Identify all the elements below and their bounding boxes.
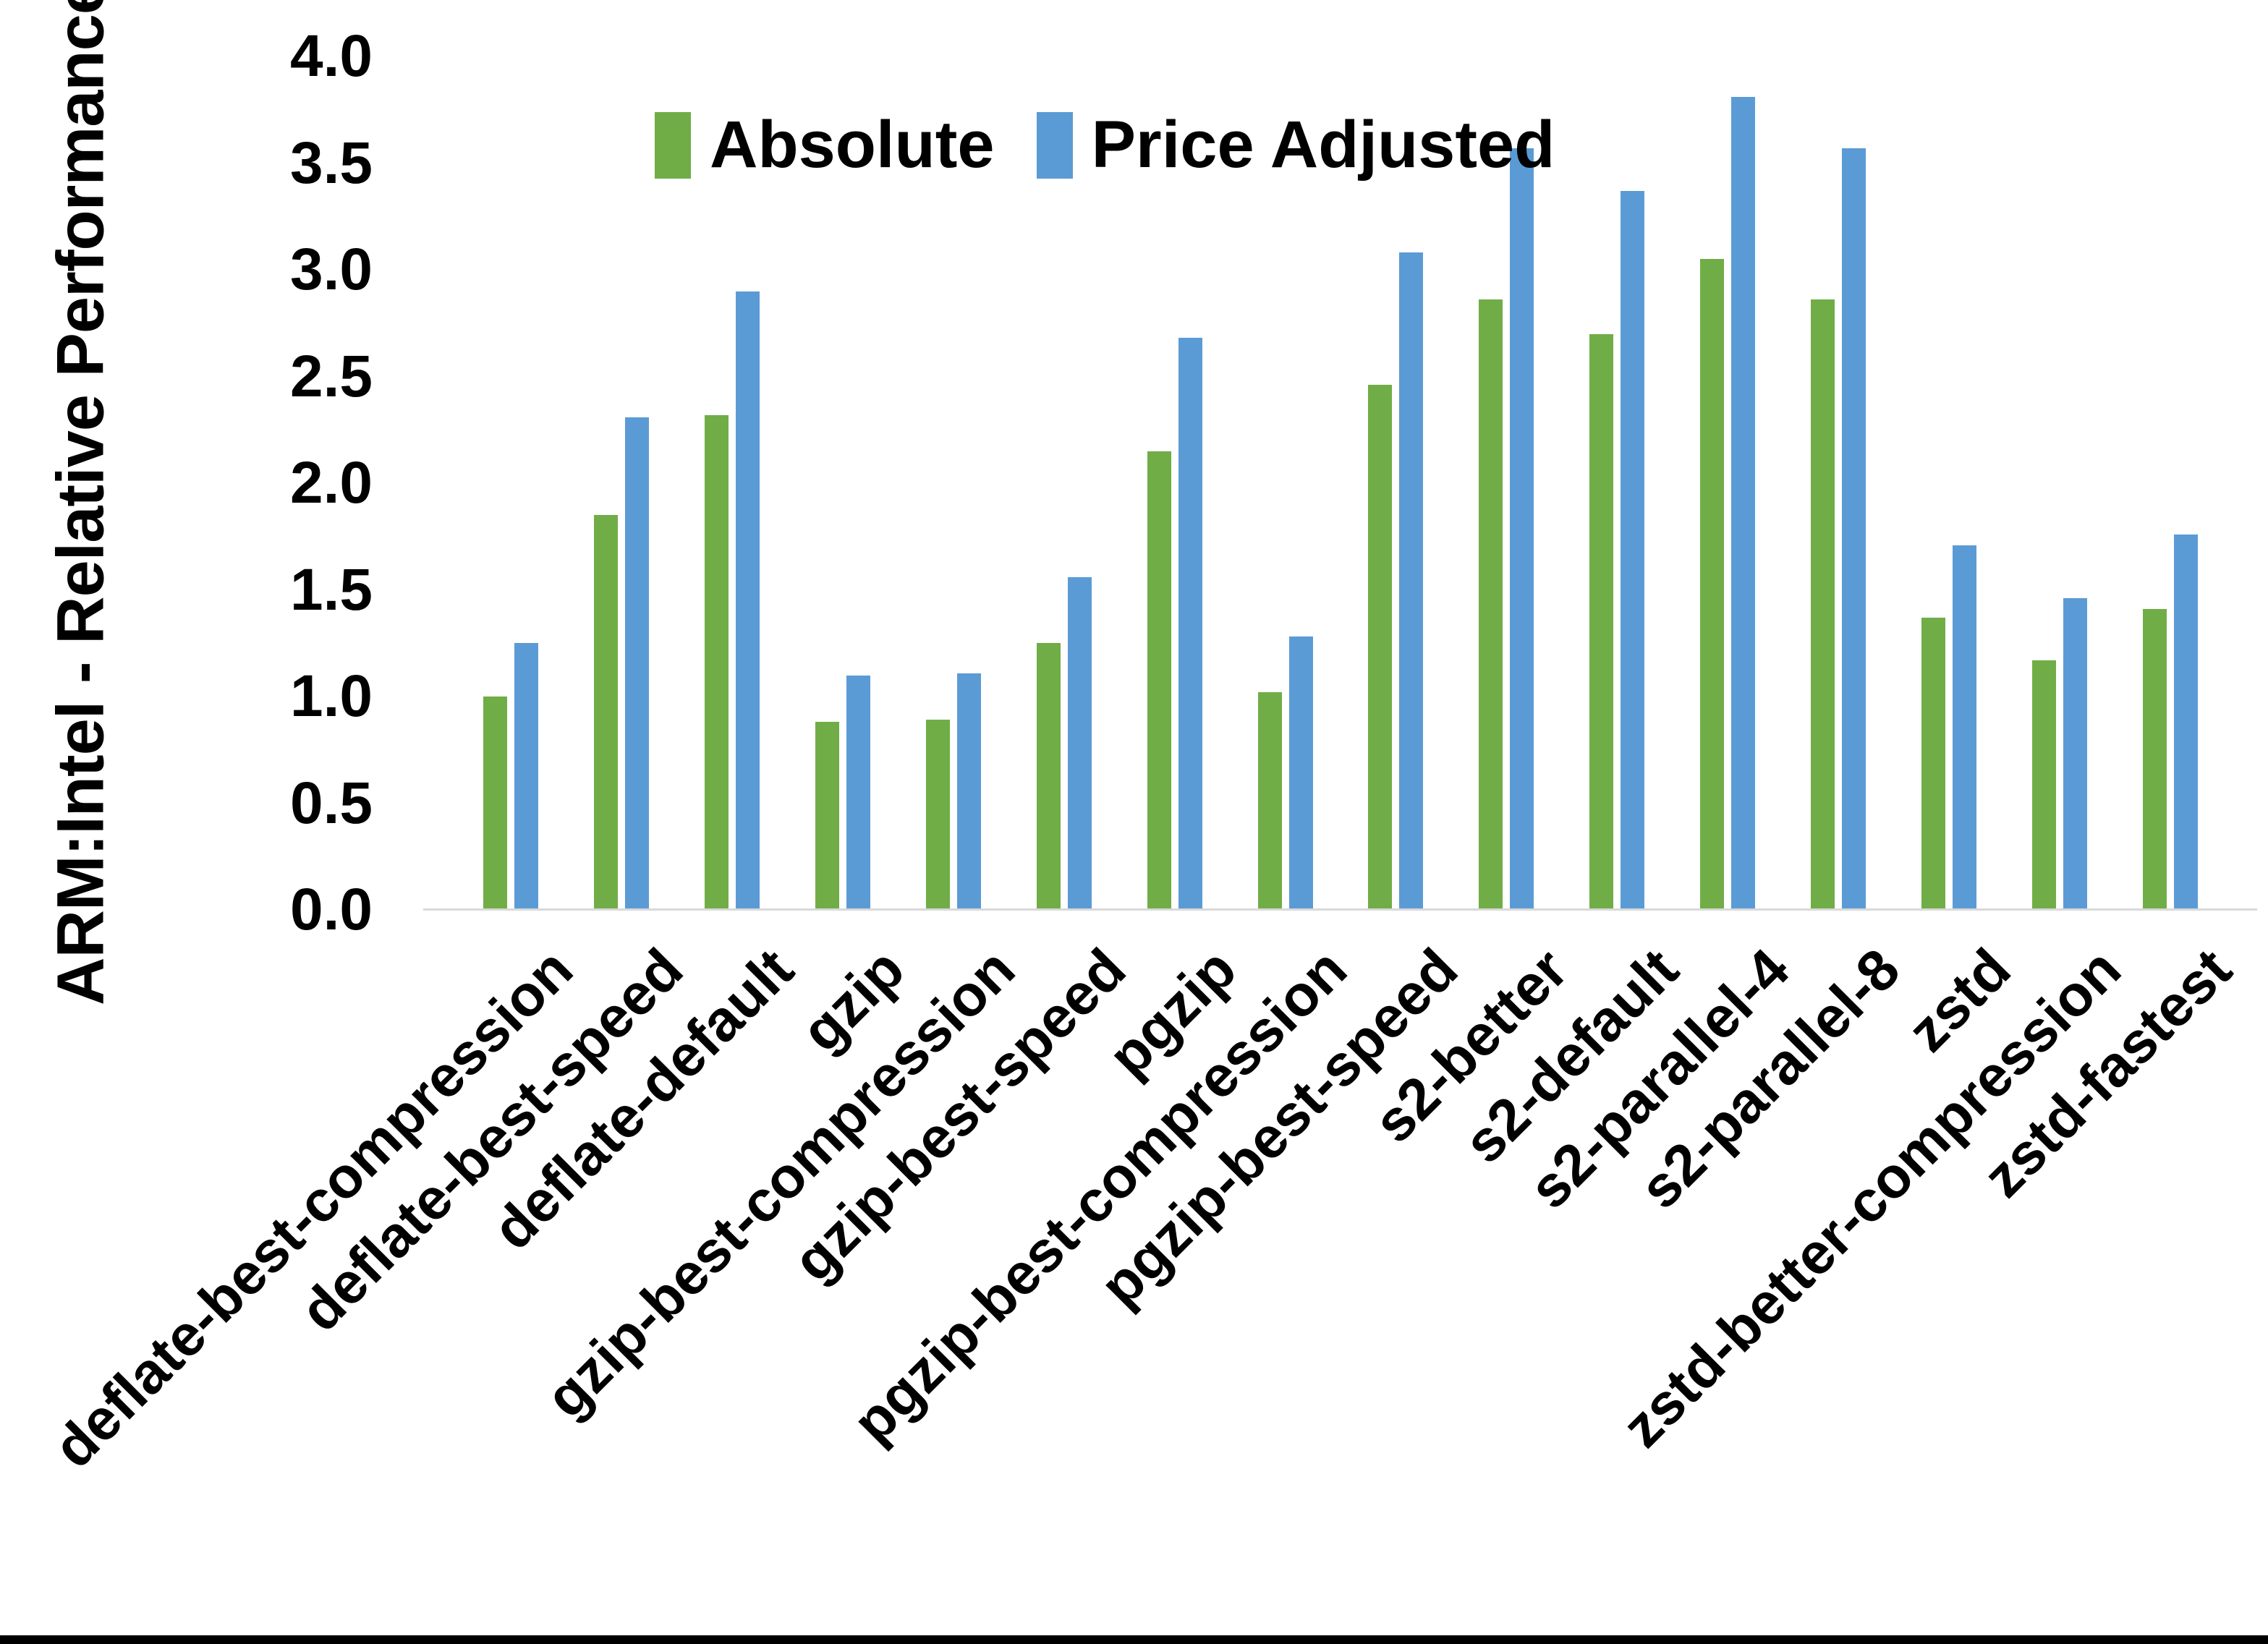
bar-price-adjusted bbox=[1288, 636, 1313, 910]
bar-price-adjusted bbox=[956, 673, 981, 910]
bar-absolute bbox=[705, 414, 729, 910]
plot-area bbox=[456, 56, 2225, 910]
legend-item: Price Adjusted bbox=[1036, 107, 1555, 183]
bar-absolute bbox=[2031, 660, 2056, 910]
bar-price-adjusted bbox=[1841, 148, 1866, 910]
bar-absolute bbox=[1479, 299, 1503, 910]
bar-price-adjusted bbox=[514, 643, 539, 910]
bar-price-adjusted bbox=[1178, 338, 1202, 910]
bar-group bbox=[1673, 56, 1783, 910]
bottom-border bbox=[0, 1635, 2268, 1644]
bar-absolute bbox=[1810, 299, 1835, 910]
bar-price-adjusted bbox=[625, 417, 650, 910]
bar-price-adjusted bbox=[1952, 545, 1976, 910]
bar-group bbox=[1119, 56, 1230, 910]
bar-absolute bbox=[1368, 385, 1393, 910]
bar-group bbox=[1562, 56, 1673, 910]
bar-absolute bbox=[2142, 609, 2167, 910]
bar-group bbox=[1893, 56, 2004, 910]
y-tick-label: 1.0 bbox=[290, 663, 373, 729]
legend-swatch-icon bbox=[655, 111, 691, 179]
y-tick-label: 4.0 bbox=[290, 23, 373, 89]
bar-absolute bbox=[1589, 333, 1614, 910]
y-tick-label: 0.5 bbox=[290, 770, 373, 836]
bar-group bbox=[1341, 56, 1451, 910]
bar-price-adjusted bbox=[846, 675, 871, 910]
bar-price-adjusted bbox=[1067, 576, 1092, 910]
legend-swatch-icon bbox=[1036, 111, 1073, 179]
bar-group bbox=[2115, 56, 2225, 910]
bar-price-adjusted bbox=[1510, 148, 1534, 910]
bar-group bbox=[1451, 56, 1562, 910]
legend-label: Price Adjusted bbox=[1091, 108, 1555, 182]
y-tick-label: 3.5 bbox=[290, 129, 373, 196]
legend-label: Absolute bbox=[710, 108, 995, 182]
bar-absolute bbox=[815, 722, 840, 910]
bar-price-adjusted bbox=[2173, 534, 2198, 910]
legend-item: Absolute bbox=[655, 107, 995, 183]
bar-absolute bbox=[1921, 617, 1945, 910]
bar-group bbox=[566, 56, 677, 910]
y-tick-label: 3.0 bbox=[290, 237, 373, 302]
y-tick-label: 1.5 bbox=[290, 556, 373, 623]
x-axis-line bbox=[423, 908, 2257, 911]
bar-absolute bbox=[1257, 692, 1282, 910]
bar-price-adjusted bbox=[1731, 97, 1756, 910]
bar-group bbox=[2004, 56, 2115, 910]
bar-price-adjusted bbox=[1621, 190, 1645, 910]
bar-group bbox=[1008, 56, 1119, 910]
bar-price-adjusted bbox=[736, 291, 760, 910]
bar-group bbox=[677, 56, 788, 910]
bar-group bbox=[1783, 56, 1894, 910]
bar-group bbox=[1230, 56, 1341, 910]
legend: Absolute Price Adjusted bbox=[655, 107, 1555, 183]
bar-group bbox=[456, 56, 566, 910]
bar-price-adjusted bbox=[2063, 598, 2087, 910]
y-tick-label: 2.5 bbox=[290, 343, 373, 409]
bar-price-adjusted bbox=[1399, 252, 1424, 910]
y-tick-label: 0.0 bbox=[290, 877, 373, 942]
y-tick-label: 2.0 bbox=[290, 450, 373, 516]
bar-absolute bbox=[594, 515, 619, 910]
bar-absolute bbox=[1700, 259, 1725, 910]
bar-group bbox=[788, 56, 899, 910]
bar-group bbox=[899, 56, 1009, 910]
bar-absolute bbox=[925, 720, 950, 910]
bar-absolute bbox=[483, 697, 508, 910]
bar-absolute bbox=[1036, 643, 1061, 910]
bar-absolute bbox=[1147, 451, 1171, 910]
